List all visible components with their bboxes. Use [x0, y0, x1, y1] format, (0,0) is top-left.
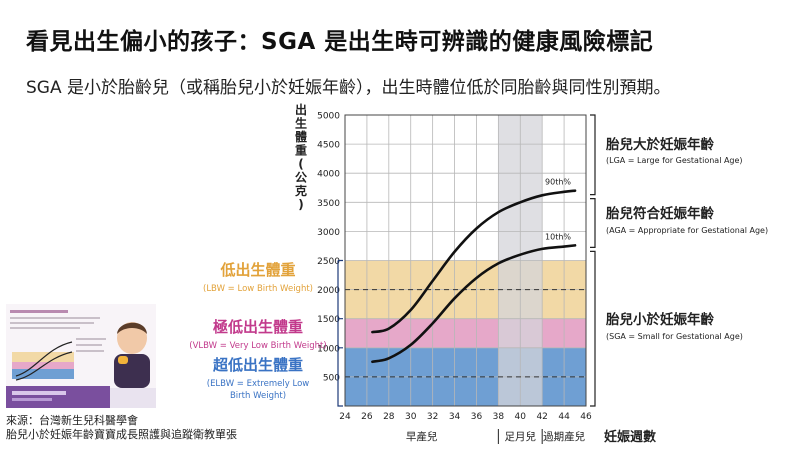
curve-label-90th: 90th% [545, 178, 571, 187]
y-tick-label: 5000 [317, 112, 340, 122]
curve-10th [371, 244, 577, 364]
x-tick-label: 44 [558, 412, 570, 422]
x-tick-label: 34 [449, 412, 461, 422]
right-bracket-aga [590, 198, 596, 248]
category-label-lga: 胎兒大於妊娠年齡 [606, 136, 714, 153]
y-tick-label: 1500 [317, 315, 340, 325]
category-sublabel-lga: (LGA = Large for Gestational Age) [606, 156, 743, 165]
band-label-vlbw: 極低出生體重 [212, 318, 303, 336]
left-bracket [337, 259, 343, 407]
y-tick-label: 4500 [317, 141, 340, 151]
right-bracket-lga [590, 114, 596, 196]
band-label-elbw: 超低出生體重 [212, 356, 303, 374]
plot-frame [344, 114, 587, 407]
x-tick-label: 36 [471, 412, 483, 422]
x-tick-label: 40 [515, 412, 527, 422]
y-tick-label: 3500 [317, 199, 340, 209]
curve-90th [371, 189, 577, 334]
category-sublabel-sga: (SGA = Small for Gestational Age) [606, 332, 743, 341]
band-sublabel-elbw-1: (ELBW = Extremely Low [207, 379, 310, 389]
x-axis-label: 妊娠週數 [604, 429, 656, 445]
source-line-2: 胎兒小於妊娠年齡寶寶成長照護與追蹤衛教單張 [6, 428, 237, 441]
x-tick-label: 38 [493, 412, 505, 422]
band-sublabel-lbw: (LBW = Low Birth Weight) [203, 284, 313, 294]
x-tick-label: 24 [339, 412, 351, 422]
category-label-aga: 胎兒符合妊娠年齡 [606, 205, 714, 222]
x-group-label: 早產兒 [406, 430, 438, 443]
band-vlbw [345, 318, 586, 348]
page-subtitle: SGA 是小於胎齡兒（或稱胎兒小於妊娠年齡），出生時體位低於同胎齡與同性別預期。 [26, 78, 671, 98]
band-sublabel-vlbw: (VLBW = Very Low Birth Weight) [189, 341, 326, 351]
x-group-label: 過期產兒 [543, 430, 585, 443]
x-tick-label: 26 [361, 412, 373, 422]
x-group-label: 足月兒 [505, 431, 537, 443]
source-line-1: 來源：台灣新生兒科醫學會 [6, 414, 138, 427]
band-label-lbw: 低出生體重 [219, 261, 295, 279]
y-axis-label: 出生體重(公克) [295, 102, 307, 212]
y-tick-label: 1000 [317, 344, 340, 354]
x-tick-label: 30 [405, 412, 417, 422]
y-tick-label: 2000 [317, 286, 340, 296]
category-label-sga: 胎兒小於妊娠年齡 [606, 311, 714, 328]
y-tick-label: 4000 [317, 170, 340, 180]
x-tick-label: 28 [383, 412, 395, 422]
y-tick-label: 2500 [317, 257, 340, 267]
curve-label-10th: 10th% [545, 232, 571, 241]
x-tick-label: 46 [580, 412, 592, 422]
leaflet-thumbnail [6, 304, 156, 408]
category-sublabel-aga: (AGA = Appropriate for Gestational Age) [606, 226, 768, 235]
x-tick-label: 32 [427, 412, 438, 422]
y-tick-label: 3000 [317, 228, 340, 238]
right-bracket-sga [590, 250, 596, 407]
source-note: 來源：台灣新生兒科醫學會 胎兒小於妊娠年齡寶寶成長照護與追蹤衛教單張 [6, 414, 237, 442]
x-tick-label: 42 [536, 412, 547, 422]
page-title: 看見出生偏小的孩子：SGA 是出生時可辨識的健康風險標記 [26, 29, 654, 55]
band-sublabel-elbw-2: Birth Weight) [230, 391, 286, 401]
y-tick-label: 500 [323, 373, 340, 383]
